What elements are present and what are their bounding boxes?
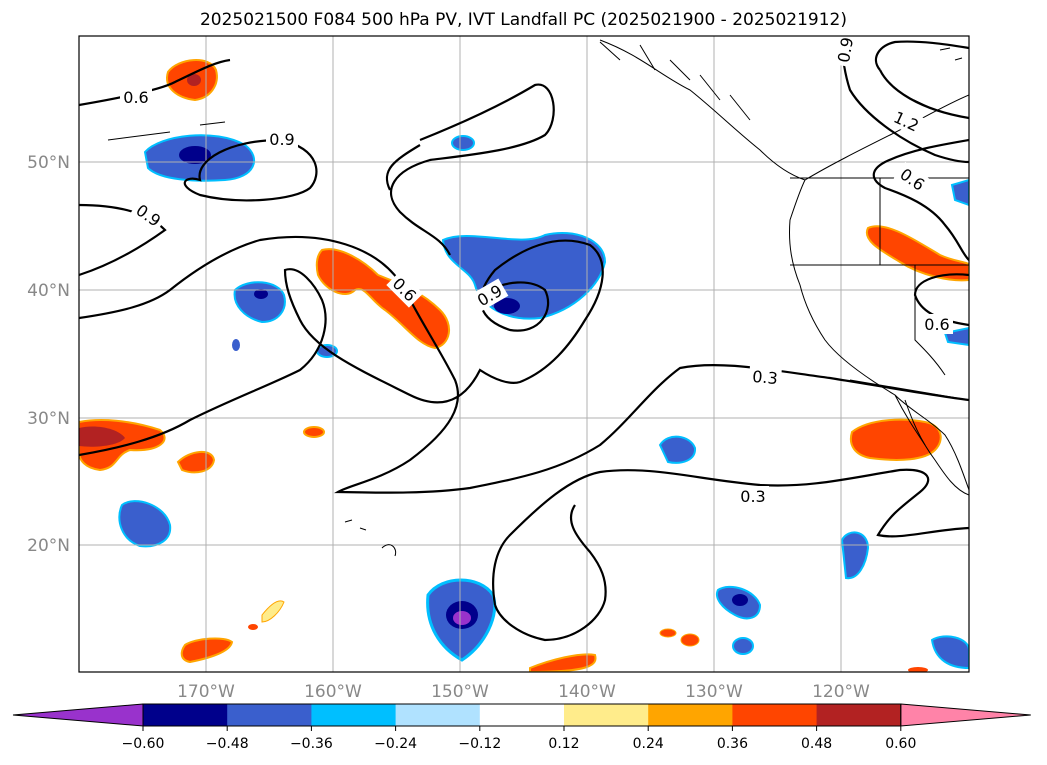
lon-tick-label: 170°W bbox=[177, 682, 235, 702]
colorbar-tick-label: 0.48 bbox=[801, 736, 832, 752]
positive-anomaly-blob bbox=[176, 451, 216, 474]
colorbar-segment bbox=[395, 704, 481, 726]
negative-anomaly-blob bbox=[451, 135, 475, 151]
colorbar-segment bbox=[479, 704, 565, 726]
colorbar-tick-label: 0.12 bbox=[548, 736, 579, 752]
shaded-fields bbox=[79, 59, 969, 672]
negative-anomaly-blob bbox=[118, 500, 172, 548]
colorbar-tick-label: −0.36 bbox=[290, 736, 333, 752]
contour-label: 0.9 bbox=[269, 130, 294, 149]
positive-anomaly-blob bbox=[261, 600, 285, 623]
colorbar-frame bbox=[142, 703, 902, 727]
positive-anomaly-blob bbox=[315, 248, 450, 350]
negative-anomaly-blob bbox=[233, 281, 286, 324]
positive-anomaly-blob bbox=[908, 667, 928, 672]
positive-anomaly-blob bbox=[248, 624, 258, 630]
negative-anomaly-blob bbox=[143, 134, 256, 182]
colorbar-tick-label: −0.12 bbox=[458, 736, 501, 752]
positive-anomaly-blob bbox=[680, 633, 700, 647]
colorbar: −0.60 −0.48 −0.36 −0.24 −0.12 0.12 0.24 0.36 0.4… bbox=[12, 703, 1031, 752]
gridlines bbox=[79, 36, 969, 672]
contour-lines bbox=[79, 36, 969, 642]
map-background bbox=[79, 36, 969, 672]
negative-anomaly-blob bbox=[426, 578, 497, 662]
lat-tick-label: 30°N bbox=[27, 409, 70, 429]
negative-anomaly-blob bbox=[930, 635, 969, 670]
negative-anomaly-blob bbox=[840, 531, 870, 580]
contour-label: 0.3 bbox=[740, 487, 765, 506]
lat-tick-label: 50°N bbox=[27, 153, 70, 173]
positive-anomaly-blob bbox=[865, 225, 969, 282]
positive-anomaly-blob bbox=[180, 637, 234, 664]
positive-anomaly-blob bbox=[166, 59, 218, 102]
positive-anomaly-blob bbox=[659, 628, 677, 638]
longitude-tick-labels: 170°W 160°W 150°W 140°W 130°W 120°W bbox=[177, 682, 870, 702]
negative-anomaly-blob bbox=[716, 585, 762, 620]
lat-tick-label: 20°N bbox=[27, 536, 70, 556]
colorbar-extend-low bbox=[12, 703, 144, 727]
negative-anomaly-blob bbox=[658, 435, 697, 464]
lon-tick-label: 150°W bbox=[431, 682, 489, 702]
lon-tick-label: 120°W bbox=[812, 682, 870, 702]
colorbar-tick-label: −0.48 bbox=[206, 736, 249, 752]
colorbar-tick-label: 0.36 bbox=[717, 736, 748, 752]
colorbar-segment bbox=[816, 704, 902, 726]
negative-anomaly-blob bbox=[950, 178, 969, 207]
map-title: 2025021500 F084 500 hPa PV, IVT Landfall… bbox=[199, 10, 847, 30]
latitude-tick-labels: 50°N 40°N 30°N 20°N bbox=[27, 153, 70, 556]
colorbar-tick-label: −0.24 bbox=[374, 736, 417, 752]
lon-tick-label: 160°W bbox=[304, 682, 362, 702]
contour-label: 0.6 bbox=[924, 315, 949, 334]
lon-tick-label: 140°W bbox=[558, 682, 616, 702]
colorbar-segment bbox=[648, 704, 733, 726]
positive-anomaly-blob bbox=[850, 418, 942, 461]
positive-anomaly-blob bbox=[303, 426, 325, 438]
lat-tick-label: 40°N bbox=[27, 281, 70, 301]
contour-label: 0.6 bbox=[123, 88, 148, 107]
colorbar-segment bbox=[143, 704, 228, 726]
colorbar-tick-label: 0.60 bbox=[885, 736, 916, 752]
lon-tick-label: 130°W bbox=[685, 682, 743, 702]
negative-anomaly-blob bbox=[732, 637, 754, 655]
colorbar-tick-label: −0.60 bbox=[122, 736, 165, 752]
colorbar-segment bbox=[227, 704, 312, 726]
contour-label: 0.3 bbox=[752, 367, 779, 388]
positive-anomaly-blob bbox=[529, 653, 597, 672]
colorbar-extend-high bbox=[900, 703, 1031, 727]
colorbar-segment bbox=[564, 704, 649, 726]
contour-label: 0.9 bbox=[834, 36, 857, 64]
colorbar-segment bbox=[311, 704, 397, 726]
map-frame bbox=[78, 35, 970, 673]
negative-anomaly-blob bbox=[232, 339, 240, 351]
map-panel: 0.6 0.9 0.9 0.6 0.9 0.3 0.3 1.2 0.6 0.6 … bbox=[27, 32, 970, 702]
colorbar-segment bbox=[732, 704, 818, 726]
colorbar-tick-label: 0.24 bbox=[633, 736, 664, 752]
